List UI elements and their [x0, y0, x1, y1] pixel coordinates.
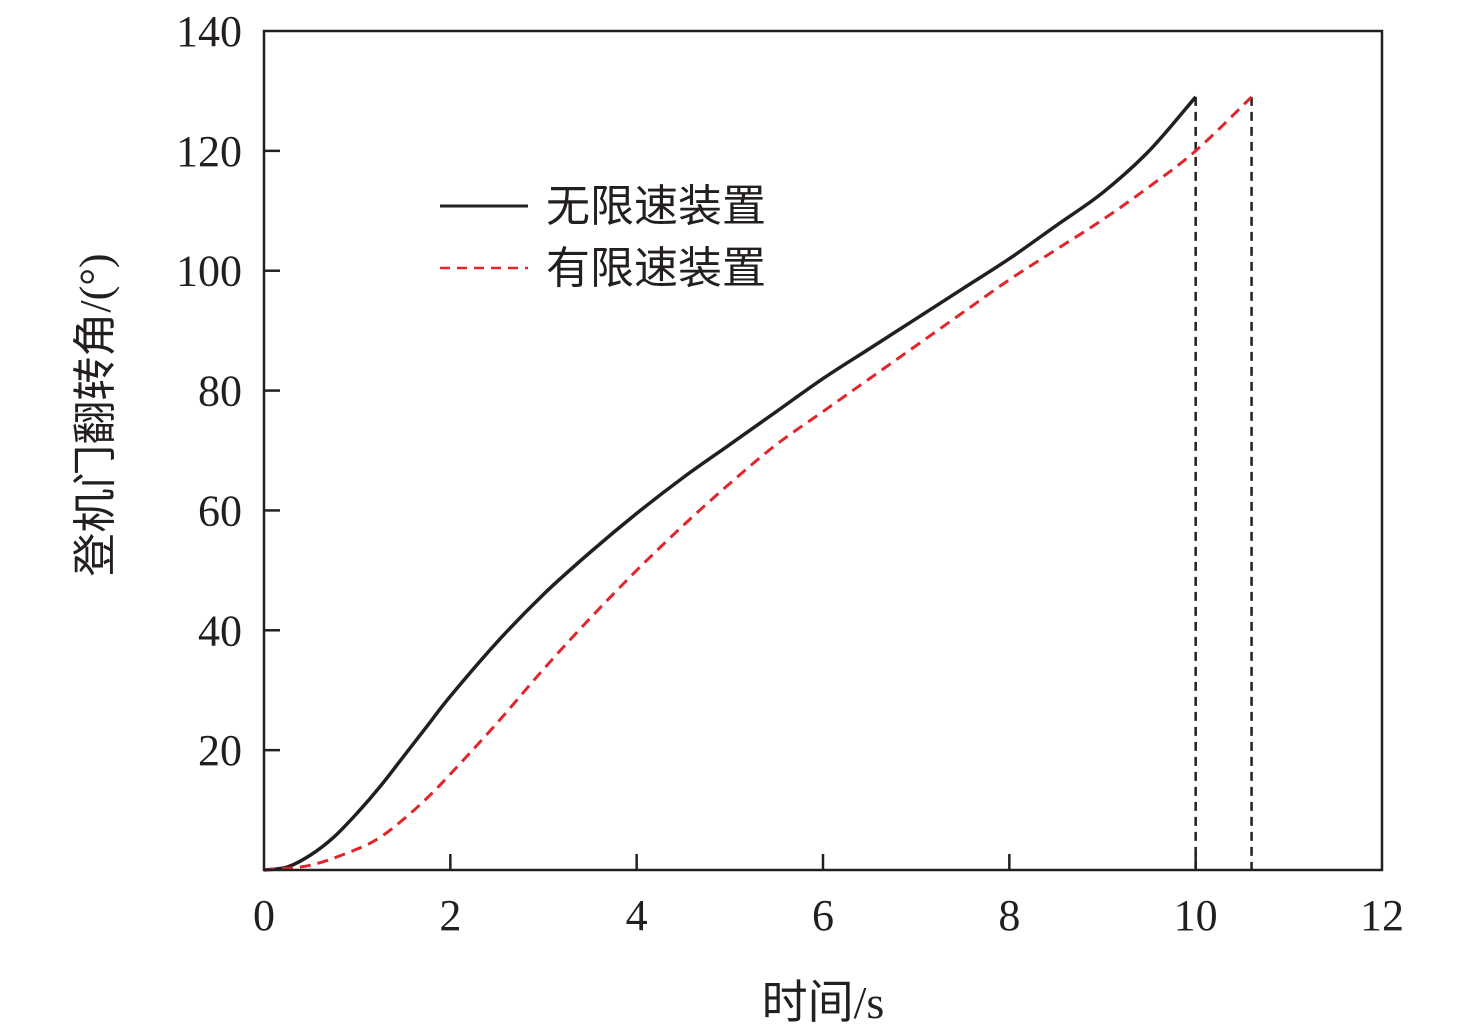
- y-axis-label: 登机门翻转角/(°): [71, 253, 120, 576]
- legend-label-no-limiter: 无限速装置: [546, 182, 766, 231]
- y-tick-label: 100: [176, 247, 242, 296]
- x-tick-label: 10: [1174, 891, 1218, 940]
- x-tick-label: 0: [253, 891, 275, 940]
- y-tick-label: 140: [176, 7, 242, 56]
- series-line-no-limiter: [263, 95, 1197, 872]
- y-tick-label: 80: [198, 367, 242, 416]
- y-tick-label: 40: [198, 606, 242, 655]
- series-layer: [263, 95, 1253, 872]
- x-axis-label: 时间/s: [762, 977, 885, 1028]
- y-tick-label: 120: [176, 127, 242, 176]
- y-tick-label: 60: [198, 486, 242, 535]
- reference-lines: [1194, 96, 1253, 870]
- x-tick-label: 8: [998, 891, 1020, 940]
- legend: 无限速装置 有限速装置: [440, 182, 766, 293]
- legend-label-with-limiter: 有限速装置: [546, 244, 766, 293]
- x-tick-label: 2: [439, 891, 461, 940]
- axis-ticks: 0 2 4 6 8 10 12 20 40 60 80 100 120 140: [176, 7, 1404, 940]
- y-tick-label: 20: [198, 726, 242, 775]
- x-tick-label: 4: [626, 891, 648, 940]
- series-line-with-limiter: [263, 95, 1253, 872]
- x-tick-label: 6: [812, 891, 834, 940]
- plot-frame: [262, 29, 1384, 872]
- x-tick-label: 12: [1360, 891, 1404, 940]
